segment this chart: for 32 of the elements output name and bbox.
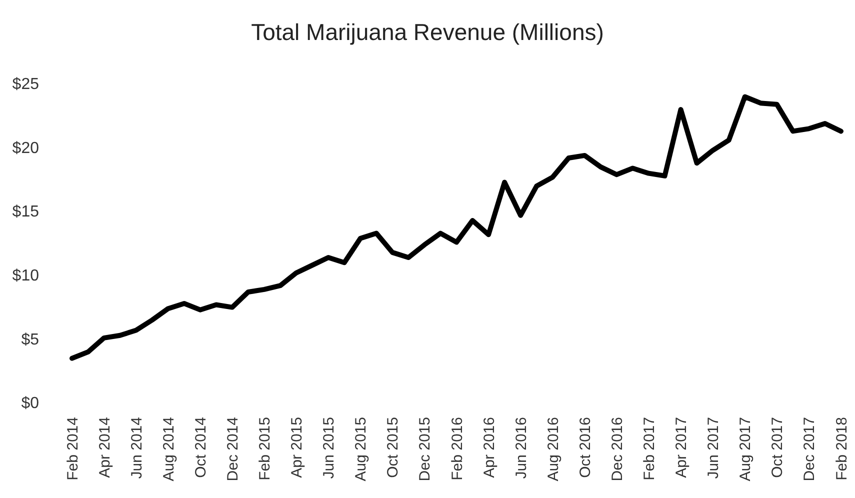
y-tick-label: $25 (12, 76, 40, 94)
x-tick-label: Feb 2018 (833, 417, 850, 480)
x-tick-label: Apr 2017 (673, 417, 690, 478)
x-tick-label: Apr 2015 (288, 417, 306, 478)
x-tick-label: Dec 2017 (801, 417, 818, 482)
chart-title: Total Marijuana Revenue (Millions) (251, 19, 604, 45)
x-tick-label: Jun 2017 (705, 417, 722, 479)
x-tick-label: Dec 2016 (608, 417, 626, 482)
x-tick-label: Oct 2017 (769, 417, 786, 478)
x-tick-label: Jun 2014 (128, 417, 146, 479)
x-tick-label: Oct 2014 (192, 417, 210, 478)
x-tick-label: Oct 2016 (576, 417, 594, 478)
x-tick-label: Aug 2014 (160, 417, 178, 482)
x-tick-label: Feb 2017 (641, 417, 658, 480)
x-tick-label: Feb 2016 (448, 417, 466, 480)
y-tick-label: $10 (12, 268, 40, 285)
y-tick-label: $0 (21, 395, 40, 412)
x-tick-label: Feb 2014 (64, 417, 82, 480)
x-tick-label: Jun 2016 (512, 417, 530, 479)
y-tick-label: $5 (21, 331, 40, 348)
x-tick-label: Dec 2014 (224, 417, 242, 482)
x-tick-label: Apr 2014 (96, 417, 114, 478)
y-tick-label: $15 (12, 204, 40, 221)
x-tick-label: Feb 2015 (256, 417, 274, 480)
x-tick-label: Dec 2015 (416, 417, 434, 482)
x-tick-label: Apr 2016 (480, 417, 498, 478)
x-tick-label: Aug 2017 (737, 417, 754, 482)
x-tick-label: Aug 2015 (352, 417, 370, 482)
x-tick-label: Oct 2015 (384, 417, 402, 478)
x-tick-label: Jun 2015 (320, 417, 338, 479)
y-tick-label: $20 (12, 140, 40, 157)
x-tick-label: Aug 2016 (544, 417, 562, 482)
